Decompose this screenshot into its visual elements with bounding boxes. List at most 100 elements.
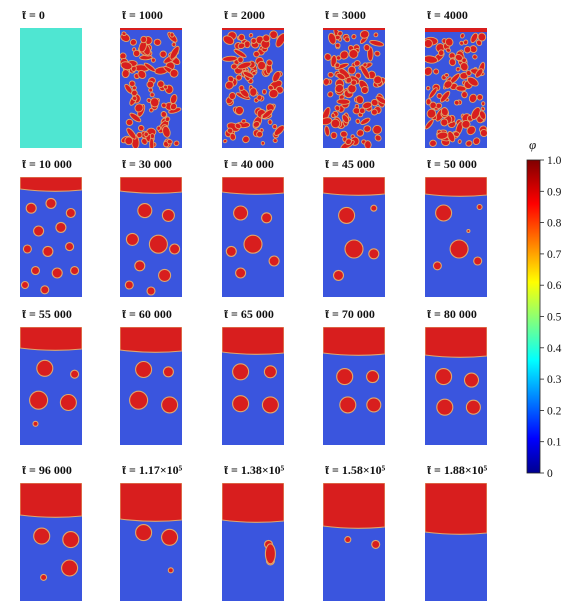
droplet xyxy=(131,47,137,52)
top-layer xyxy=(222,483,284,523)
droplet xyxy=(125,118,134,126)
droplet xyxy=(173,140,180,147)
top-layer xyxy=(222,327,284,355)
colorbar-tick-label: 0.7 xyxy=(547,249,562,261)
droplet xyxy=(62,531,80,549)
droplet xyxy=(159,50,167,58)
droplet xyxy=(373,75,383,85)
droplet xyxy=(327,71,334,78)
droplet xyxy=(226,127,234,134)
time-label: ̃t = 70 000 xyxy=(325,307,375,321)
droplet xyxy=(360,65,371,79)
snapshot-panel: ̃t = 1.88×10⁵ xyxy=(425,463,488,601)
droplet xyxy=(137,69,147,79)
droplet xyxy=(453,99,460,106)
droplet xyxy=(238,33,246,42)
droplet xyxy=(121,31,127,37)
droplet xyxy=(375,95,385,105)
droplet xyxy=(369,40,385,47)
top-layer xyxy=(323,177,385,196)
snapshot-panel: ̃t = 1.17×10⁵ xyxy=(120,463,183,601)
snapshot-panel: ̃t = 55 000 xyxy=(20,307,82,445)
top-layer xyxy=(20,177,82,192)
droplet xyxy=(251,70,257,76)
droplet xyxy=(344,36,351,43)
colorbar-symbol: φ xyxy=(529,137,536,152)
time-label: ̃t = 1.17×10⁵ xyxy=(122,463,183,477)
droplet xyxy=(479,110,487,120)
droplet xyxy=(169,243,181,255)
droplet xyxy=(429,139,437,147)
droplet xyxy=(468,93,478,103)
droplet xyxy=(40,285,50,295)
droplet xyxy=(328,32,337,45)
time-label: ̃t = 60 000 xyxy=(122,307,172,321)
time-label: ̃t = 1.38×10⁵ xyxy=(224,463,285,477)
droplet xyxy=(149,137,155,148)
snapshot-panel: ̃t = 2000 xyxy=(222,8,284,148)
droplet xyxy=(340,130,348,138)
droplet xyxy=(238,85,245,91)
droplet xyxy=(158,268,172,282)
droplet xyxy=(363,44,371,52)
droplet xyxy=(363,125,372,133)
colorbar-tick-label: 0.5 xyxy=(547,312,562,324)
droplet xyxy=(143,131,149,138)
droplet xyxy=(125,232,139,246)
top-layer xyxy=(425,327,487,358)
droplet xyxy=(461,91,468,99)
droplet xyxy=(460,62,469,72)
droplet xyxy=(373,32,379,38)
droplet xyxy=(149,133,155,140)
colorbar-tick-label: 0.2 xyxy=(547,405,562,417)
droplet xyxy=(477,32,487,42)
time-label: ̃t = 0 xyxy=(22,8,45,22)
colorbar-tick-label: 0.6 xyxy=(547,280,562,292)
droplet xyxy=(272,138,278,143)
time-label: ̃t = 65 000 xyxy=(224,307,274,321)
time-label: ̃t = 1.88×10⁵ xyxy=(427,463,488,477)
droplet xyxy=(248,33,254,38)
matrix-phase xyxy=(425,177,487,297)
droplet xyxy=(425,38,433,49)
droplet xyxy=(336,98,351,105)
top-layer xyxy=(323,327,385,356)
droplet xyxy=(150,97,160,108)
droplet xyxy=(323,78,330,86)
snapshot-panel: ̃t = 30 000 xyxy=(120,157,182,297)
droplet xyxy=(470,107,481,120)
droplet xyxy=(137,203,153,219)
time-label: ̃t = 50 000 xyxy=(427,157,477,171)
droplet xyxy=(242,70,254,79)
snapshot-panel: ̃t = 1000 xyxy=(120,8,182,148)
droplet xyxy=(459,40,464,46)
colorbar-tick-label: 1.0 xyxy=(547,155,562,167)
time-label: ̃t = 1000 xyxy=(122,8,163,22)
droplet xyxy=(135,524,153,542)
droplet xyxy=(137,124,145,132)
droplet xyxy=(250,37,257,44)
droplet xyxy=(466,76,479,87)
droplet xyxy=(351,33,357,40)
snapshot-panel: ̃t = 70 000 xyxy=(323,307,385,445)
droplet xyxy=(348,49,359,59)
snapshot-panel: ̃t = 0 xyxy=(20,8,82,148)
droplet xyxy=(51,267,63,279)
droplet xyxy=(261,396,279,414)
droplet xyxy=(169,32,175,38)
droplet xyxy=(166,139,173,145)
snapshot-panel: ̃t = 10 000 xyxy=(20,157,82,297)
droplet xyxy=(45,197,57,209)
snapshot-panel: ̃t = 96 000 xyxy=(20,463,82,601)
snapshot-panel: ̃t = 1.38×10⁵ xyxy=(222,463,285,601)
droplet xyxy=(481,101,486,106)
droplet xyxy=(436,92,443,99)
top-layer xyxy=(120,177,182,194)
snapshot-panel: ̃t = 3000 xyxy=(323,8,385,148)
droplet xyxy=(232,395,250,413)
matrix-phase xyxy=(20,177,82,297)
snapshot-panel: ̃t = 65 000 xyxy=(222,307,284,445)
droplet xyxy=(252,120,261,128)
droplet xyxy=(345,76,353,84)
